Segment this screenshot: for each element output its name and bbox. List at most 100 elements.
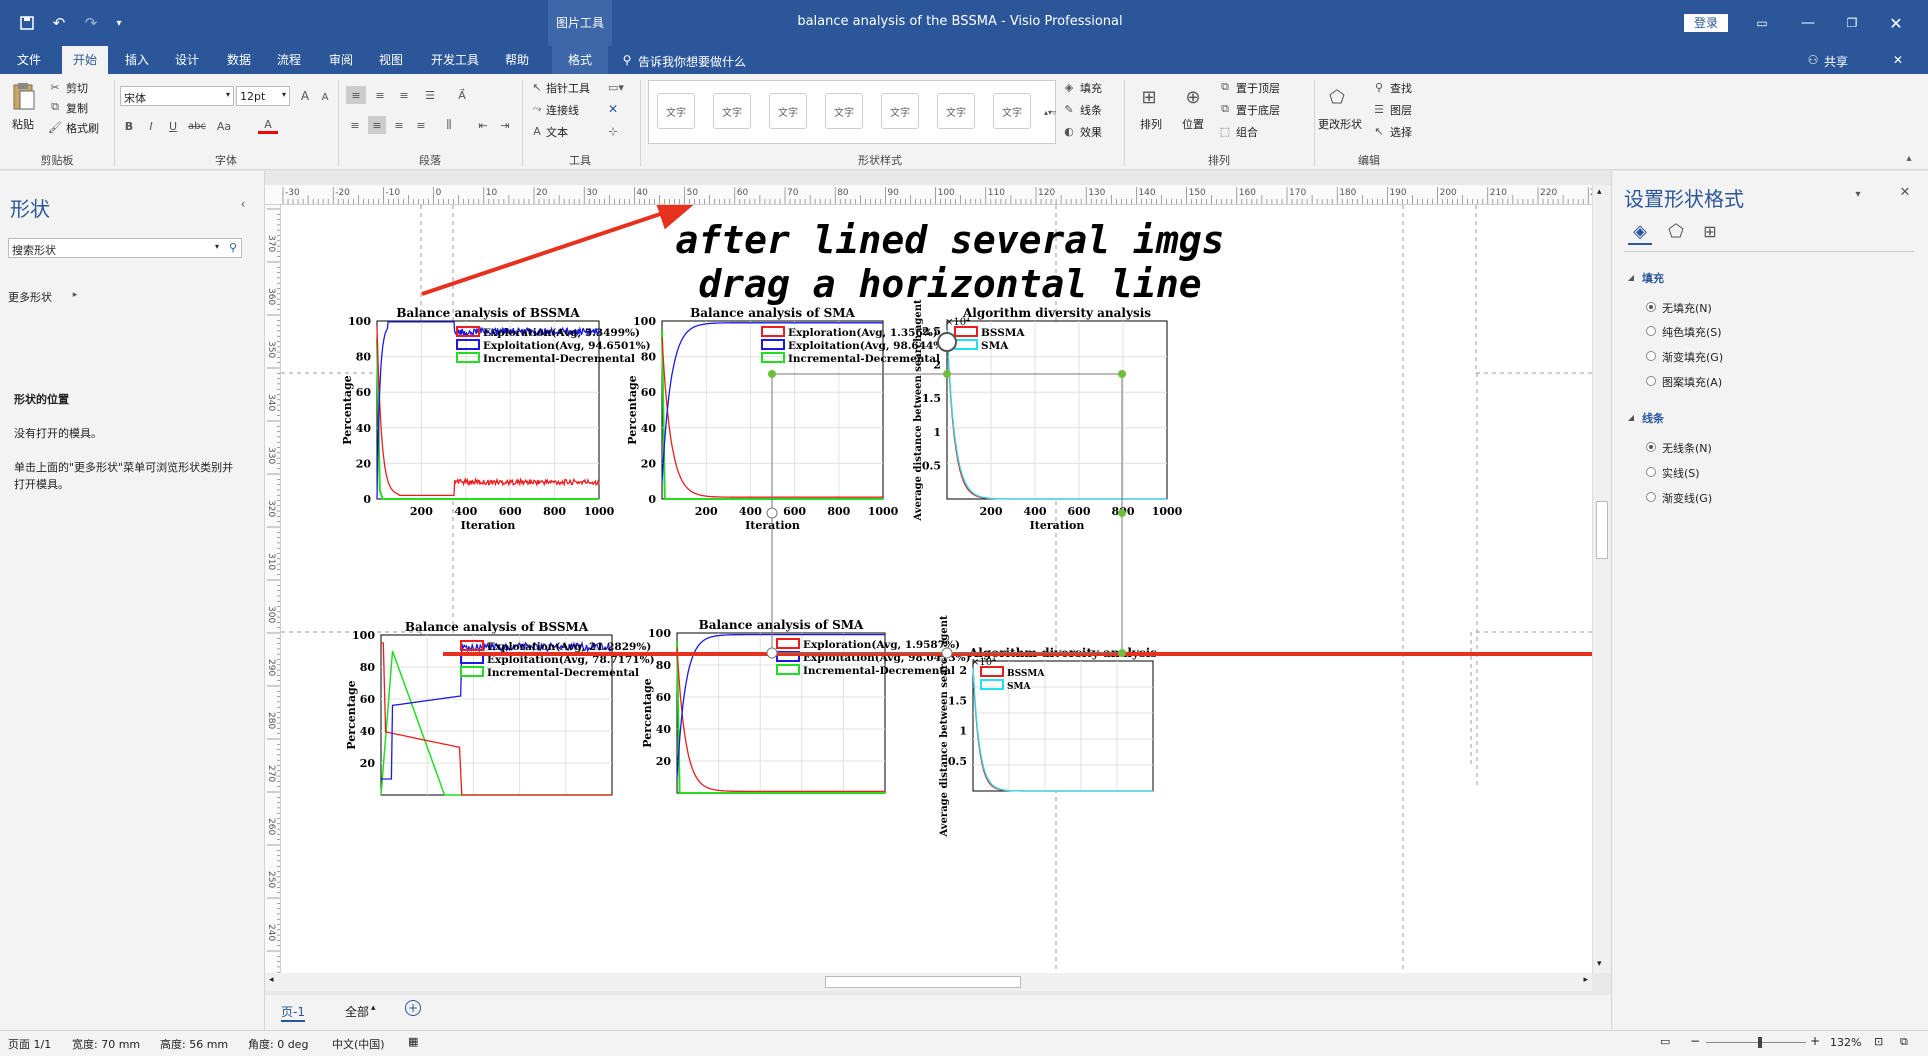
font-color-icon[interactable]: A <box>258 118 278 134</box>
zoom-slider[interactable] <box>1706 1037 1806 1048</box>
decrease-font-icon[interactable]: A <box>321 91 329 103</box>
radio-solid-line[interactable] <box>1646 467 1656 477</box>
fill-heading[interactable]: 填充 <box>1642 272 1664 285</box>
format-painter-button[interactable]: 格式刷 <box>66 122 99 135</box>
tab-design[interactable]: 设计 <box>174 53 199 67</box>
tab-help[interactable]: 帮助 <box>504 53 529 67</box>
close-icon[interactable]: ✕ <box>1889 13 1903 33</box>
select-button[interactable]: 选择 <box>1390 126 1412 139</box>
presentation-mode-icon[interactable]: ▭ <box>1660 1035 1671 1048</box>
tab-developer[interactable]: 开发工具 <box>430 53 479 67</box>
horizontal-scrollbar[interactable]: ◂ ▸ <box>265 973 1592 991</box>
align-center-icon[interactable]: ≡ <box>368 116 386 134</box>
radio-no-line[interactable] <box>1646 442 1656 452</box>
tab-file[interactable]: 文件 <box>16 53 41 67</box>
scroll-right-icon[interactable]: ▸ <box>1583 975 1588 985</box>
increase-indent-icon[interactable]: ⇥ <box>500 118 510 132</box>
shape-style-7[interactable]: 文字 <box>993 93 1031 129</box>
macro-record-icon[interactable]: ▦ <box>408 1035 419 1048</box>
line-heading[interactable]: 线条 <box>1642 412 1664 425</box>
drawing-canvas[interactable] <box>281 205 1592 973</box>
scroll-up-icon[interactable]: ▴ <box>1597 187 1602 197</box>
login-button[interactable]: 登录 <box>1684 14 1728 32</box>
line-button[interactable]: 线条 <box>1080 104 1102 117</box>
radio-solid-fill[interactable] <box>1646 326 1656 336</box>
fill-button[interactable]: 填充 <box>1080 82 1102 95</box>
paste-button[interactable]: 粘贴 <box>12 118 34 131</box>
send-back-button[interactable]: 置于底层 <box>1236 104 1280 117</box>
font-size-select[interactable]: 12pt ▾ <box>236 86 290 106</box>
connection-point-icon[interactable]: ⊹ <box>608 124 618 138</box>
bold-icon[interactable]: B <box>124 119 134 133</box>
all-pages-button[interactable]: 全部 <box>345 1005 370 1019</box>
close-panel-icon[interactable]: ✕ <box>1892 53 1904 67</box>
tab-process[interactable]: 流程 <box>276 53 301 67</box>
restore-icon[interactable]: ❐ <box>1846 16 1858 30</box>
tab-format[interactable]: 格式 <box>552 46 608 74</box>
find-button[interactable]: 查找 <box>1390 82 1412 95</box>
rectangle-tool-icon[interactable]: ▭▾ <box>608 80 624 94</box>
pointer-tool-button[interactable]: 指针工具 <box>546 82 590 95</box>
search-icon[interactable]: ⚲ <box>228 241 237 254</box>
page-tab-1[interactable]: 页-1 <box>281 1003 305 1022</box>
text-tool-button[interactable]: 文本 <box>546 126 568 139</box>
copy-button[interactable]: 复制 <box>66 102 88 115</box>
underline-icon[interactable]: U <box>168 119 178 133</box>
text-direction-icon[interactable]: A⃗ <box>458 88 466 102</box>
save-icon[interactable] <box>18 14 36 32</box>
cut-button[interactable]: 剪切 <box>66 82 88 95</box>
bring-front-button[interactable]: 置于顶层 <box>1236 82 1280 95</box>
collapse-fill-icon[interactable]: ◢ <box>1627 272 1635 282</box>
align-left-icon[interactable]: ≡ <box>350 118 360 132</box>
zoom-in-icon[interactable]: + <box>1810 1034 1821 1048</box>
collapse-ribbon-icon[interactable]: ▴ <box>1906 152 1912 164</box>
collapse-pane-icon[interactable]: ‹ <box>240 197 246 211</box>
change-case-icon[interactable]: Aa <box>216 119 232 133</box>
scroll-left-icon[interactable]: ◂ <box>269 975 274 985</box>
change-shape-button[interactable]: 更改形状 <box>1318 118 1362 131</box>
effects-button[interactable]: 效果 <box>1080 126 1102 139</box>
increase-font-icon[interactable]: A <box>300 89 310 103</box>
pane-options-icon[interactable]: ▾ <box>1855 188 1861 200</box>
align-bottom-icon[interactable]: ≡ <box>399 88 409 102</box>
tell-me-search[interactable]: 告诉我你想要做什么 <box>638 55 747 69</box>
position-button[interactable]: 位置 <box>1182 118 1204 131</box>
ribbon-display-icon[interactable]: ▭ <box>1756 16 1768 30</box>
tab-view[interactable]: 视图 <box>378 53 403 67</box>
distribute-icon[interactable]: ⫼ <box>446 118 452 131</box>
shape-style-3[interactable]: 文字 <box>769 93 807 129</box>
vertical-scrollbar[interactable]: ▴ ▾ <box>1592 185 1611 973</box>
scroll-thumb[interactable] <box>825 976 1021 988</box>
strikethrough-icon[interactable]: abc <box>188 120 206 132</box>
zoom-level[interactable]: 132% <box>1830 1036 1862 1049</box>
zoom-slider-thumb[interactable] <box>1758 1037 1762 1048</box>
radio-gradient-line[interactable] <box>1646 492 1656 502</box>
arrange-button[interactable]: 排列 <box>1140 118 1162 131</box>
tab-review[interactable]: 审阅 <box>328 53 353 67</box>
minimize-icon[interactable]: — <box>1801 15 1815 31</box>
collapse-line-icon[interactable]: ◢ <box>1627 412 1635 422</box>
shape-style-6[interactable]: 文字 <box>937 93 975 129</box>
layers-button[interactable]: 图层 <box>1390 104 1412 117</box>
font-name-select[interactable]: 宋体 ▾ <box>120 86 234 106</box>
fill-line-icon[interactable]: ◈ <box>1628 219 1652 245</box>
connector-tool-button[interactable]: 连接线 <box>546 104 579 117</box>
scroll-down-icon[interactable]: ▾ <box>1597 959 1602 969</box>
share-button[interactable]: 共享 <box>1824 55 1849 69</box>
scroll-thumb[interactable] <box>1596 501 1608 559</box>
paste-icon[interactable] <box>10 80 38 112</box>
tab-data[interactable]: 数据 <box>226 53 251 67</box>
fit-page-icon[interactable]: ⊡ <box>1874 1035 1884 1048</box>
italic-icon[interactable]: I <box>149 119 153 133</box>
radio-no-fill[interactable] <box>1646 302 1656 312</box>
group-button[interactable]: 组合 <box>1236 126 1258 139</box>
effects-pentagon-icon[interactable]: ⬠ <box>1668 220 1684 242</box>
tab-home[interactable]: 开始 <box>62 46 108 74</box>
align-right-icon[interactable]: ≡ <box>394 118 404 132</box>
radio-pattern-fill[interactable] <box>1646 376 1656 386</box>
gallery-scroll-icon[interactable]: ▴▾▿ <box>1043 107 1057 117</box>
bullets-icon[interactable]: ☰ <box>425 88 435 102</box>
shape-search-input[interactable]: 搜索形状 ▾ ⚲ <box>8 238 242 258</box>
align-top-icon[interactable]: ≡ <box>346 86 366 104</box>
status-language[interactable]: 中文(中国) <box>332 1038 385 1051</box>
